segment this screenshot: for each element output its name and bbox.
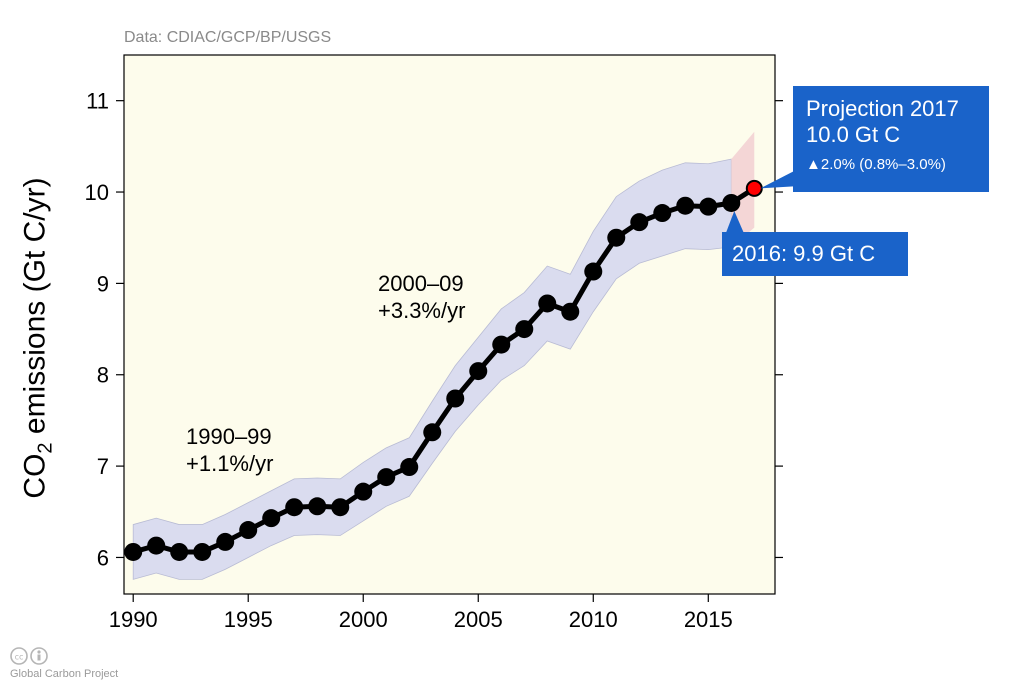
data-point xyxy=(653,204,672,223)
period-2000-09-label: 2000–09 +3.3%/yr xyxy=(378,270,465,324)
projection-value: 10.0 Gt C xyxy=(806,122,901,147)
data-point xyxy=(676,196,695,215)
data-source-note: Data: CDIAC/GCP/BP/USGS xyxy=(124,29,332,46)
data-point xyxy=(722,193,741,212)
y-tick-label: 7 xyxy=(97,454,109,479)
period-1990-99-rate: +1.1%/yr xyxy=(186,451,274,476)
data-point xyxy=(538,294,557,313)
y-axis-label: CO2 emissions (Gt C/yr) xyxy=(18,177,57,499)
projection-callout-pointer xyxy=(760,168,800,189)
data-point xyxy=(216,532,235,551)
period-2000-09-rate: +3.3%/yr xyxy=(378,298,466,323)
data-point xyxy=(193,542,212,561)
data-point xyxy=(469,362,488,381)
x-tick-label: 2005 xyxy=(454,607,503,632)
data-point xyxy=(262,509,281,528)
data-series xyxy=(124,168,800,561)
data-point xyxy=(239,521,258,540)
y-tick-label: 9 xyxy=(97,271,109,296)
period-2000-09-range: 2000–09 xyxy=(378,271,464,296)
data-point xyxy=(607,228,626,247)
data-point xyxy=(308,497,327,516)
data-point xyxy=(446,389,465,408)
projection-2017-callout: Projection 2017 10.0 Gt C ▲2.0% (0.8%–3.… xyxy=(793,86,989,192)
x-tick-label: 2015 xyxy=(684,607,733,632)
period-1990-99-label: 1990–99 +1.1%/yr xyxy=(186,423,273,477)
plot-area xyxy=(123,54,776,595)
x-tick-label: 1990 xyxy=(109,607,158,632)
y-tick-label: 8 xyxy=(97,363,109,388)
data-point xyxy=(515,320,534,339)
data-point xyxy=(147,536,166,555)
data-point xyxy=(331,498,350,517)
x-tick-label: 2010 xyxy=(569,607,618,632)
emissions-line xyxy=(132,186,756,555)
data-point xyxy=(699,197,718,216)
year-2016-callout-pointer xyxy=(724,210,746,238)
y-tick-label: 11 xyxy=(86,89,109,114)
data-point xyxy=(377,468,396,487)
period-1990-99-range: 1990–99 xyxy=(186,424,272,449)
data-point xyxy=(423,423,442,442)
data-point xyxy=(285,498,304,517)
data-point xyxy=(492,335,511,354)
data-point xyxy=(354,482,373,501)
projection-point xyxy=(745,179,763,197)
y-tick-label: 6 xyxy=(97,545,109,570)
axes: 6 7 8 9 10 11 1990 1995 2000 2005 2010 2015 xyxy=(85,89,783,632)
data-point xyxy=(584,262,603,281)
organization-name: Global Carbon Project xyxy=(10,668,119,680)
projection-change: ▲2.0% (0.8%–3.0%) xyxy=(806,156,946,173)
year-2016-callout: 2016: 9.9 Gt C xyxy=(722,232,908,276)
data-point xyxy=(170,542,189,561)
data-point xyxy=(561,302,580,321)
data-point xyxy=(124,542,143,561)
data-point xyxy=(400,458,419,477)
x-tick-label: 1995 xyxy=(224,607,273,632)
x-tick-label: 2000 xyxy=(339,607,388,632)
data-point xyxy=(630,213,649,232)
projection-title: Projection 2017 xyxy=(806,96,959,121)
svg-text:cc: cc xyxy=(15,653,24,662)
y-tick-label: 10 xyxy=(85,180,109,205)
creative-commons-icon: cc xyxy=(10,647,48,665)
